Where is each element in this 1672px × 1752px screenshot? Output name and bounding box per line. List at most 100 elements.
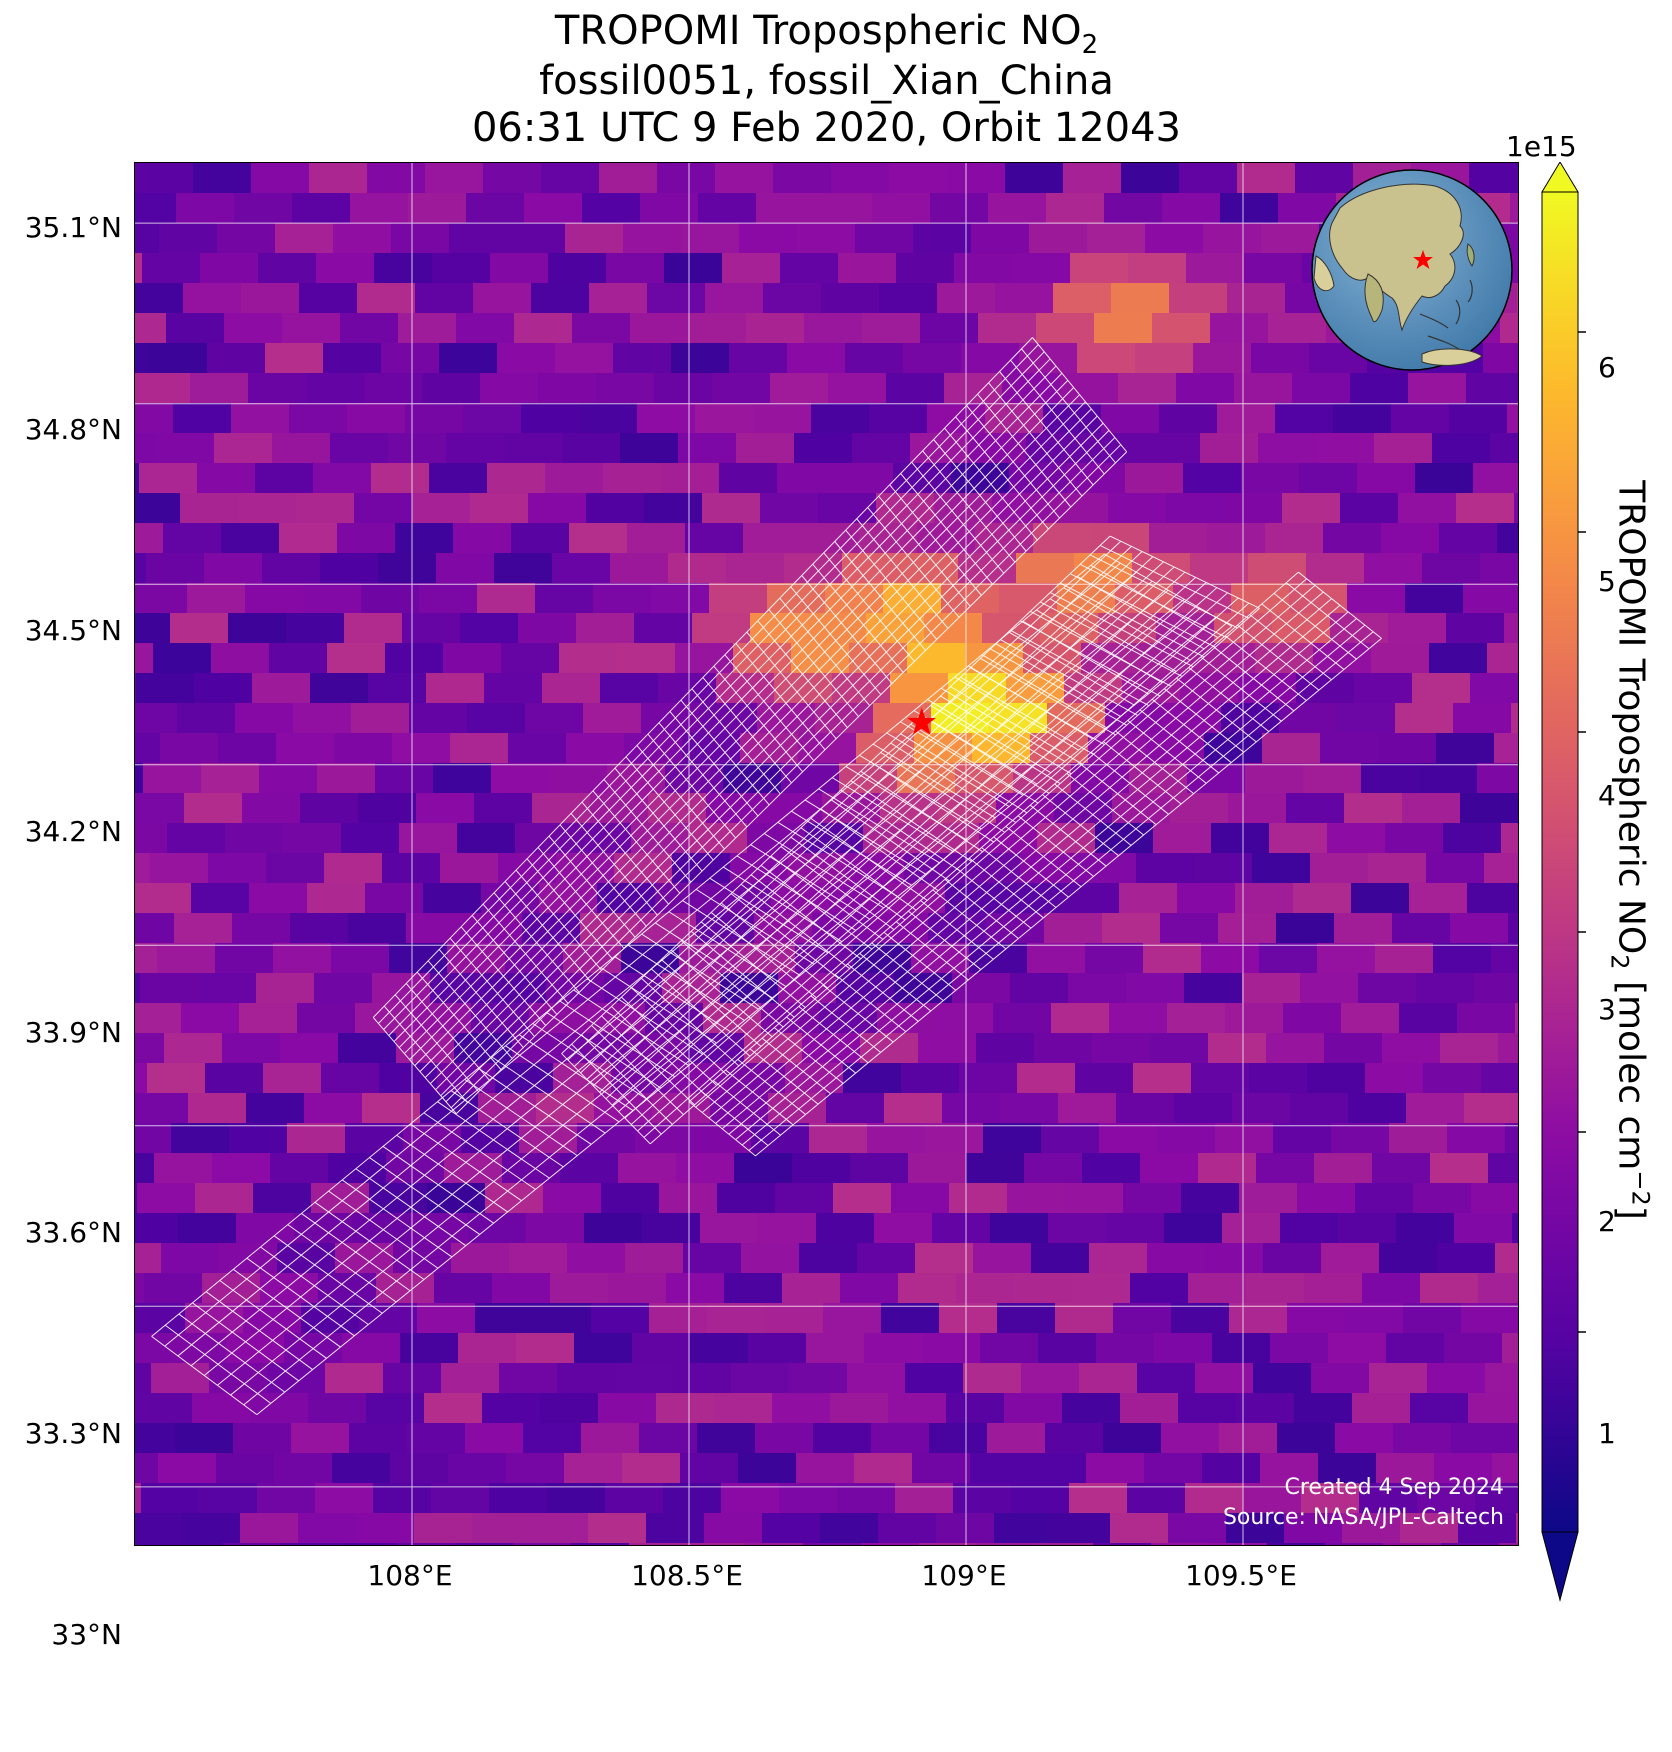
- heatmap-cell: [846, 853, 905, 884]
- heatmap-cell: [947, 163, 1006, 194]
- heatmap-cell: [455, 1543, 514, 1545]
- heatmap-cell: [135, 1243, 162, 1274]
- colorbar-tick-label: 4: [1598, 779, 1616, 812]
- heatmap-cell: [183, 283, 242, 314]
- heatmap-cell: [652, 1093, 711, 1124]
- heatmap-cell: [215, 943, 274, 974]
- heatmap-cell: [1234, 373, 1293, 404]
- heatmap-cell: [474, 793, 533, 824]
- heatmap-cell: [347, 403, 406, 434]
- heatmap-cell: [274, 1453, 333, 1484]
- heatmap-cell: [816, 1213, 875, 1244]
- heatmap-cell: [450, 733, 509, 764]
- heatmap-cell: [1193, 343, 1252, 374]
- heatmap-cell: [391, 223, 450, 254]
- heatmap-cell: [477, 583, 536, 614]
- heatmap-cell: [135, 733, 161, 764]
- heatmap-cell: [913, 223, 972, 254]
- heatmap-cell: [685, 523, 744, 554]
- heatmap-cell: [1069, 1483, 1128, 1514]
- heatmap-cell: [163, 523, 222, 554]
- heatmap-cell: [641, 703, 700, 734]
- heatmap-cell: [741, 1243, 800, 1274]
- heatmap-cell: [1060, 373, 1119, 404]
- heatmap-cell: [966, 1153, 1025, 1184]
- heatmap-cell: [1249, 1063, 1308, 1094]
- heatmap-cell: [1406, 1093, 1465, 1124]
- heatmap-cell: [1016, 553, 1075, 584]
- heatmap-cell: [1475, 1483, 1518, 1514]
- heatmap-cell: [1229, 1303, 1288, 1334]
- heatmap-cell: [1135, 343, 1194, 374]
- heatmap-cell: [136, 673, 195, 704]
- colorbar-label: TROPOMI Tropospheric NO2 [molec cm−2]: [1605, 480, 1655, 1220]
- heatmap-cell: [1501, 823, 1518, 854]
- heatmap-cell: [429, 463, 488, 494]
- heatmap-cell: [613, 343, 672, 374]
- heatmap-cell: [709, 583, 768, 614]
- heatmap-cell: [973, 1243, 1032, 1274]
- heatmap-cell: [1437, 1243, 1496, 1274]
- heatmap-cell: [397, 1543, 456, 1545]
- heatmap-cell: [1150, 1033, 1209, 1064]
- heatmap-cell: [874, 1213, 933, 1244]
- heatmap-cell: [620, 433, 679, 464]
- heatmap-cell: [299, 283, 358, 314]
- x-tick-label: 108°E: [367, 1559, 453, 1592]
- heatmap-cell: [789, 1363, 848, 1394]
- heatmap-cell: [1144, 1453, 1203, 1484]
- heatmap-cell: [1052, 1513, 1111, 1544]
- heatmap-cell: [919, 1543, 978, 1545]
- heatmap-cell: [398, 313, 457, 344]
- heatmap-cell: [871, 1423, 930, 1454]
- heatmap-cell: [1483, 343, 1518, 374]
- heatmap-cell: [306, 373, 365, 404]
- heatmap-cell: [588, 1513, 647, 1544]
- heatmap-cell: [1297, 1183, 1356, 1214]
- heatmap-cell: [473, 283, 532, 314]
- heatmap-cell: [1286, 793, 1345, 824]
- heatmap-cell: [1460, 793, 1518, 824]
- heatmap-cell: [1136, 853, 1195, 884]
- heatmap-cell: [1348, 1093, 1407, 1124]
- heatmap-cell: [135, 1513, 183, 1544]
- heatmap-cell: [889, 163, 948, 194]
- heatmap-cell: [182, 1513, 241, 1544]
- heatmap-cell: [678, 433, 737, 464]
- heatmap-cell: [1467, 883, 1518, 914]
- heatmap-cell: [232, 913, 291, 944]
- heatmap-cell: [1142, 433, 1201, 464]
- heatmap-cell: [949, 1183, 1008, 1214]
- swath-line: [741, 624, 1366, 1146]
- heatmap-cell: [920, 313, 979, 344]
- heatmap-cell: [151, 1363, 210, 1394]
- heatmap-cell: [1279, 703, 1338, 734]
- heatmap-cell: [543, 1183, 602, 1214]
- heatmap-cell: [1464, 1093, 1518, 1124]
- heatmap-cell: [1398, 493, 1457, 524]
- heatmap-cell: [190, 373, 249, 404]
- heatmap-cell: [1415, 463, 1474, 494]
- heatmap-cell: [970, 1453, 1029, 1484]
- heatmap-cell: [292, 193, 351, 224]
- heatmap-cell: [135, 943, 158, 974]
- heatmap-cell: [135, 913, 175, 944]
- heatmap-cell: [1210, 313, 1269, 344]
- heatmap-cell: [878, 1513, 937, 1544]
- heatmap-cell: [1456, 493, 1515, 524]
- heatmap-cell: [1177, 883, 1236, 914]
- heatmap-cell: [407, 1423, 466, 1454]
- heatmap-cell: [419, 583, 478, 614]
- heatmap-cell: [1354, 673, 1413, 704]
- heatmap-cell: [257, 1483, 316, 1514]
- heatmap-cell: [135, 1363, 152, 1394]
- inset-globe: [1311, 169, 1513, 371]
- heatmap-cell: [898, 1273, 957, 1304]
- heatmap-cell: [1359, 1483, 1418, 1514]
- heatmap-cell: [798, 733, 857, 764]
- heatmap-cell: [211, 643, 270, 674]
- heatmap-cell: [535, 583, 594, 614]
- heatmap-cell: [1457, 1003, 1516, 1034]
- heatmap-cell: [932, 1213, 991, 1244]
- heatmap-cell: [1238, 673, 1297, 704]
